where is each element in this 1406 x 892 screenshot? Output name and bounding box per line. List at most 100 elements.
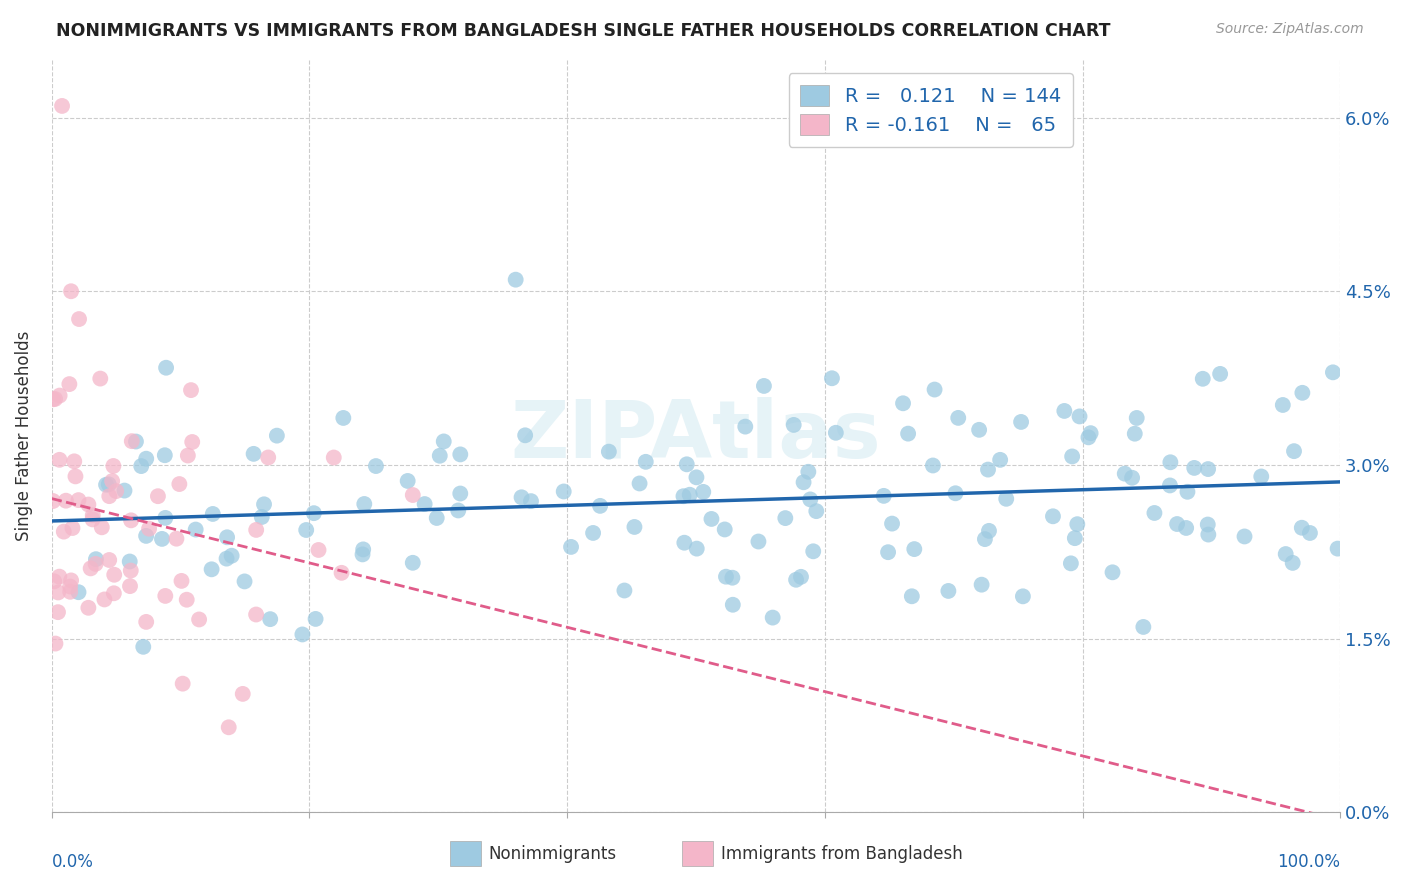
Point	[155, 589, 177, 603]
Point	[60, 574, 83, 588]
Point	[903, 542, 925, 557]
Point	[242, 447, 264, 461]
Point	[1233, 529, 1256, 543]
Point	[138, 522, 160, 536]
Point	[82, 508, 104, 523]
Point	[46, 605, 69, 619]
Point	[1291, 521, 1313, 535]
Point	[48, 452, 70, 467]
Point	[402, 488, 425, 502]
Point	[685, 470, 707, 484]
Point	[1121, 471, 1143, 485]
Point	[1060, 557, 1083, 571]
Point	[181, 435, 204, 450]
Point	[1053, 404, 1076, 418]
Point	[877, 545, 900, 559]
Point	[1299, 526, 1322, 541]
Point	[44, 392, 66, 406]
Point	[79, 561, 101, 575]
Point	[613, 583, 636, 598]
Point	[880, 516, 903, 531]
Point	[948, 410, 970, 425]
Point	[103, 567, 125, 582]
Point	[120, 564, 142, 578]
Legend: R =   0.121    N = 144, R = -0.161    N =   65: R = 0.121 N = 144, R = -0.161 N = 65	[789, 73, 1073, 146]
Point	[135, 615, 157, 629]
Text: NONIMMIGRANTS VS IMMIGRANTS FROM BANGLADESH SINGLE FATHER HOUSEHOLDS CORRELATION: NONIMMIGRANTS VS IMMIGRANTS FROM BANGLAD…	[56, 22, 1111, 40]
Point	[824, 425, 846, 440]
Point	[67, 312, 90, 326]
Point	[77, 498, 100, 512]
Point	[218, 720, 240, 734]
Point	[169, 477, 191, 491]
Point	[250, 510, 273, 524]
Point	[747, 534, 769, 549]
Point	[891, 396, 914, 410]
Point	[135, 529, 157, 543]
Point	[295, 523, 318, 537]
Point	[505, 273, 527, 287]
Point	[721, 598, 744, 612]
Point	[1281, 556, 1303, 570]
Point	[673, 535, 696, 549]
Point	[520, 494, 543, 508]
Point	[245, 607, 267, 622]
Point	[447, 503, 470, 517]
Point	[1175, 521, 1198, 535]
Point	[330, 566, 353, 580]
Point	[970, 577, 993, 591]
Point	[245, 523, 267, 537]
Point	[304, 612, 326, 626]
Point	[1143, 506, 1166, 520]
Text: Nonimmigrants: Nonimmigrants	[488, 846, 616, 863]
Point	[974, 532, 997, 546]
Point	[700, 512, 723, 526]
Point	[785, 573, 807, 587]
Point	[352, 548, 374, 562]
Point	[510, 491, 533, 505]
Point	[217, 530, 239, 544]
Point	[259, 612, 281, 626]
Point	[1010, 415, 1032, 429]
Point	[1197, 462, 1219, 476]
Point	[308, 543, 330, 558]
Point	[62, 521, 84, 535]
Point	[1114, 467, 1136, 481]
Point	[84, 552, 107, 566]
Point	[67, 493, 90, 508]
Point	[120, 513, 142, 527]
Point	[1291, 385, 1313, 400]
Point	[797, 465, 820, 479]
Point	[1182, 461, 1205, 475]
Point	[302, 506, 325, 520]
Point	[734, 419, 756, 434]
Point	[155, 511, 177, 525]
Point	[63, 454, 86, 468]
Point	[121, 434, 143, 449]
Point	[59, 580, 82, 594]
Point	[332, 411, 354, 425]
Point	[721, 571, 744, 585]
Point	[1062, 450, 1084, 464]
Point	[60, 285, 83, 299]
Point	[988, 453, 1011, 467]
Point	[714, 570, 737, 584]
Point	[873, 489, 896, 503]
Point	[589, 499, 612, 513]
Point	[132, 640, 155, 654]
Point	[922, 458, 945, 473]
Point	[42, 392, 65, 407]
Point	[433, 434, 456, 449]
Point	[42, 494, 65, 508]
Point	[634, 455, 657, 469]
Point	[1077, 430, 1099, 444]
Point	[184, 523, 207, 537]
Point	[790, 570, 813, 584]
Point	[93, 592, 115, 607]
Point	[977, 524, 1000, 538]
Point	[623, 520, 645, 534]
Point	[582, 525, 605, 540]
Point	[150, 532, 173, 546]
Point	[429, 449, 451, 463]
Point	[48, 569, 70, 583]
